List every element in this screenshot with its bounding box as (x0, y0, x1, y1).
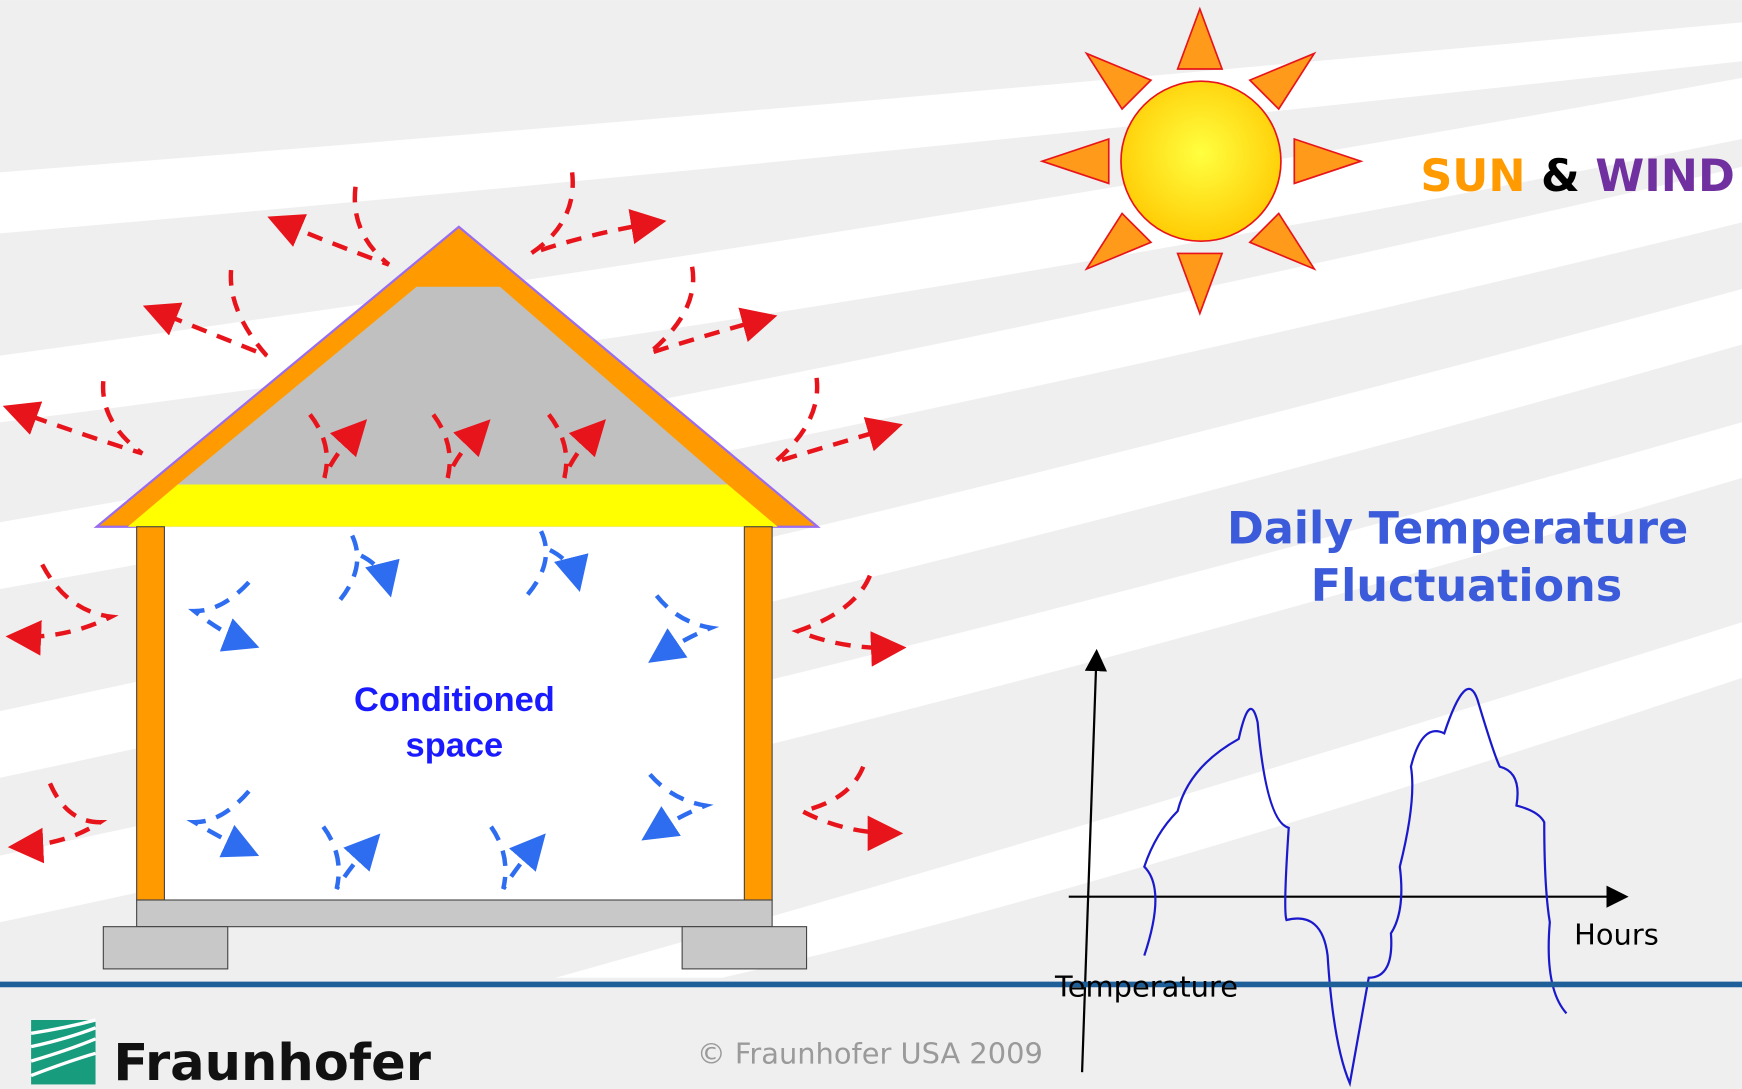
graph-title: Daily Temperature (1227, 503, 1688, 554)
logo-mark (30, 1018, 97, 1085)
sun (1039, 6, 1364, 316)
heat-arrows (2, 172, 907, 891)
temperature-graph (1068, 648, 1629, 1088)
sun-text: SUN (1420, 151, 1525, 202)
logo-text: Fraunhofer (113, 1034, 431, 1089)
house (93, 225, 821, 970)
wind-text: WIND (1595, 151, 1735, 202)
heading: SUN & WIND (1420, 151, 1735, 202)
graph-title: Fluctuations (1311, 561, 1622, 612)
copyright: © Fraunhofer USA 2009 (697, 1036, 1043, 1070)
house-label: Conditioned (354, 681, 555, 719)
x-axis-label: Hours (1574, 917, 1659, 951)
y-axis-label: Temperature (1054, 970, 1238, 1004)
and-text: & (1541, 151, 1580, 202)
house-label: space (406, 727, 504, 765)
